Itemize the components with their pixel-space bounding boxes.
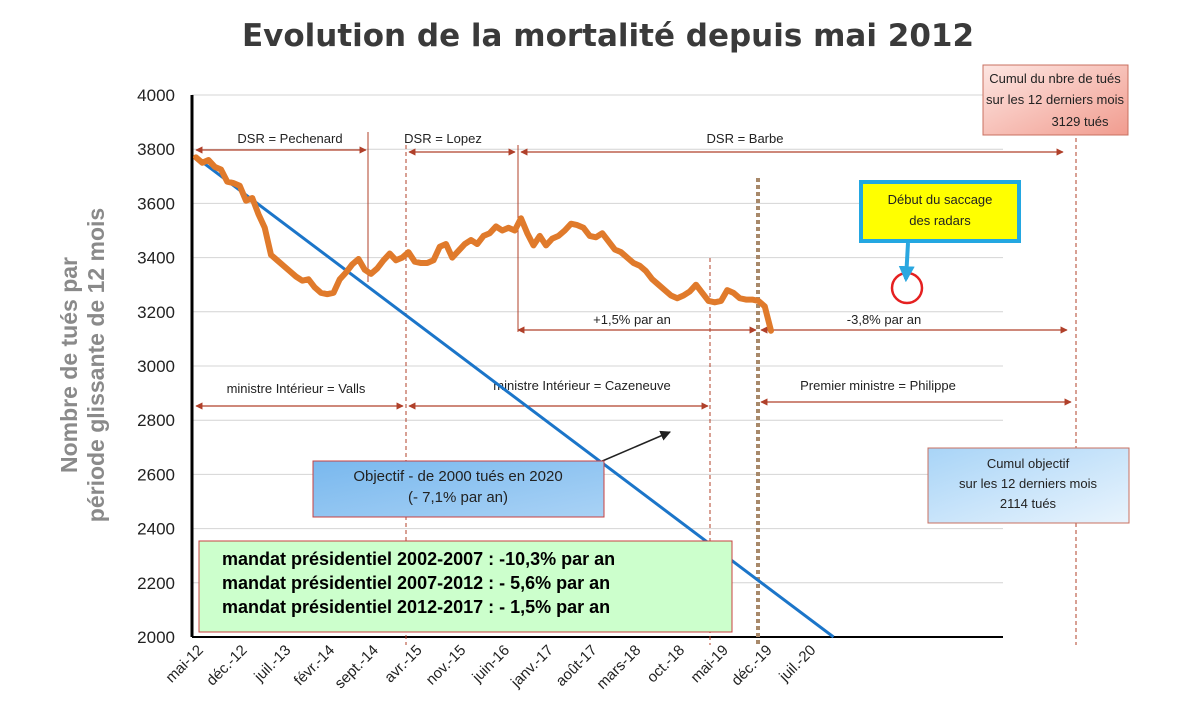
x-tick-7: juin-16 [469, 642, 514, 687]
mandat-line1: mandat présidentiel 2002-2007 : -10,3% p… [222, 549, 615, 569]
y-tick-4000: 4000 [137, 86, 175, 105]
cumul-actual-box: Cumul du nbre de tués sur les 12 dernier… [982, 64, 1129, 136]
objective-box: Objectif - de 2000 tués en 2020 (- 7,1% … [312, 460, 605, 518]
x-tick-11: oct.-18 [644, 642, 688, 686]
y-tick-3400: 3400 [137, 249, 175, 268]
label-valls: ministre Intérieur = Valls [227, 381, 366, 396]
objective-rect [312, 460, 605, 518]
objective-pointer-arrow [599, 430, 671, 463]
cumul-actual-line3: 3129 tués [1051, 114, 1109, 129]
mandat-line3: mandat présidentiel 2012-2017 : - 1,5% p… [222, 597, 610, 617]
cumul-actual-rect [982, 64, 1129, 136]
y-tick-2000: 2000 [137, 628, 175, 647]
x-tick-2: juil.-13 [250, 642, 294, 686]
radar-callout-line2: des radars [909, 213, 971, 228]
radar-callout-arrow [898, 242, 915, 283]
period-arrows [195, 146, 1072, 410]
objective-line2: (- 7,1% par an) [408, 489, 508, 506]
y-tick-labels: 2000 2200 2400 2600 2800 3000 3200 3400 3600 3800… [137, 86, 175, 647]
x-tick-6: nov.-15 [423, 642, 470, 689]
y-axis-label-line1: Nombre de tués par [56, 257, 82, 473]
x-tick-12: mai-19 [687, 642, 731, 686]
y-axis-label-line2: période glissante de 12 mois [83, 208, 109, 522]
label-philippe: Premier ministre = Philippe [800, 378, 956, 393]
mandat-line2: mandat présidentiel 2007-2012 : - 5,6% p… [222, 573, 610, 593]
x-tick-4: sept.-14 [331, 642, 381, 692]
x-tick-13: déc.-19 [728, 642, 775, 689]
label-dsr-lopez: DSR = Lopez [404, 131, 482, 146]
y-tick-3000: 3000 [137, 357, 175, 376]
radar-callout-line1: Début du saccage [888, 192, 993, 207]
cumul-objective-line2: sur les 12 derniers mois [959, 476, 1097, 491]
cumul-objective-line3: 2114 tués [1000, 496, 1057, 511]
x-tick-8: janv.-17 [507, 642, 557, 692]
x-tick-3: févr.-14 [291, 642, 338, 689]
y-tick-2600: 2600 [137, 465, 175, 484]
label-cazeneuve: ministre Intérieur = Cazeneuve [493, 378, 670, 393]
cumul-objective-rect [927, 447, 1130, 524]
label-dsr-pechenard: DSR = Pechenard [237, 131, 342, 146]
cumul-objective-box: Cumul objectif sur les 12 derniers mois … [927, 447, 1130, 524]
chart-title: Evolution de la mortalité depuis mai 201… [242, 18, 974, 54]
x-tick-1: déc.-12 [203, 642, 250, 689]
mandat-rect [198, 540, 733, 633]
y-tick-3200: 3200 [137, 303, 175, 322]
cumul-actual-line1: Cumul du nbre de tués [989, 71, 1121, 86]
objective-line1: Objectif - de 2000 tués en 2020 [353, 468, 562, 485]
y-tick-3600: 3600 [137, 194, 175, 213]
x-tick-0: mai-12 [162, 642, 206, 686]
radar-callout-box: Début du saccage des radars [859, 180, 1021, 243]
x-tick-9: août-17 [553, 642, 601, 690]
y-tick-2200: 2200 [137, 574, 175, 593]
cumul-objective-line1: Cumul objectif [987, 456, 1070, 471]
x-tick-5: avr.-15 [381, 642, 425, 686]
cumul-actual-line2: sur les 12 derniers mois [986, 92, 1124, 107]
mandat-box: mandat présidentiel 2002-2007 : -10,3% p… [198, 540, 733, 633]
label-growth-up: +1,5% par an [593, 312, 671, 327]
y-tick-2800: 2800 [137, 411, 175, 430]
period-labels: DSR = Pechenard DSR = Lopez DSR = Barbe … [227, 131, 956, 396]
x-tick-14: juil.-20 [775, 642, 819, 686]
actual-series-line [193, 154, 774, 334]
y-tick-3800: 3800 [137, 140, 175, 159]
y-tick-2400: 2400 [137, 520, 175, 539]
label-growth-down: -3,8% par an [847, 312, 921, 327]
label-dsr-barbe: DSR = Barbe [707, 131, 784, 146]
x-tick-10: mars-18 [593, 642, 644, 693]
radar-callout-rect [859, 180, 1021, 243]
